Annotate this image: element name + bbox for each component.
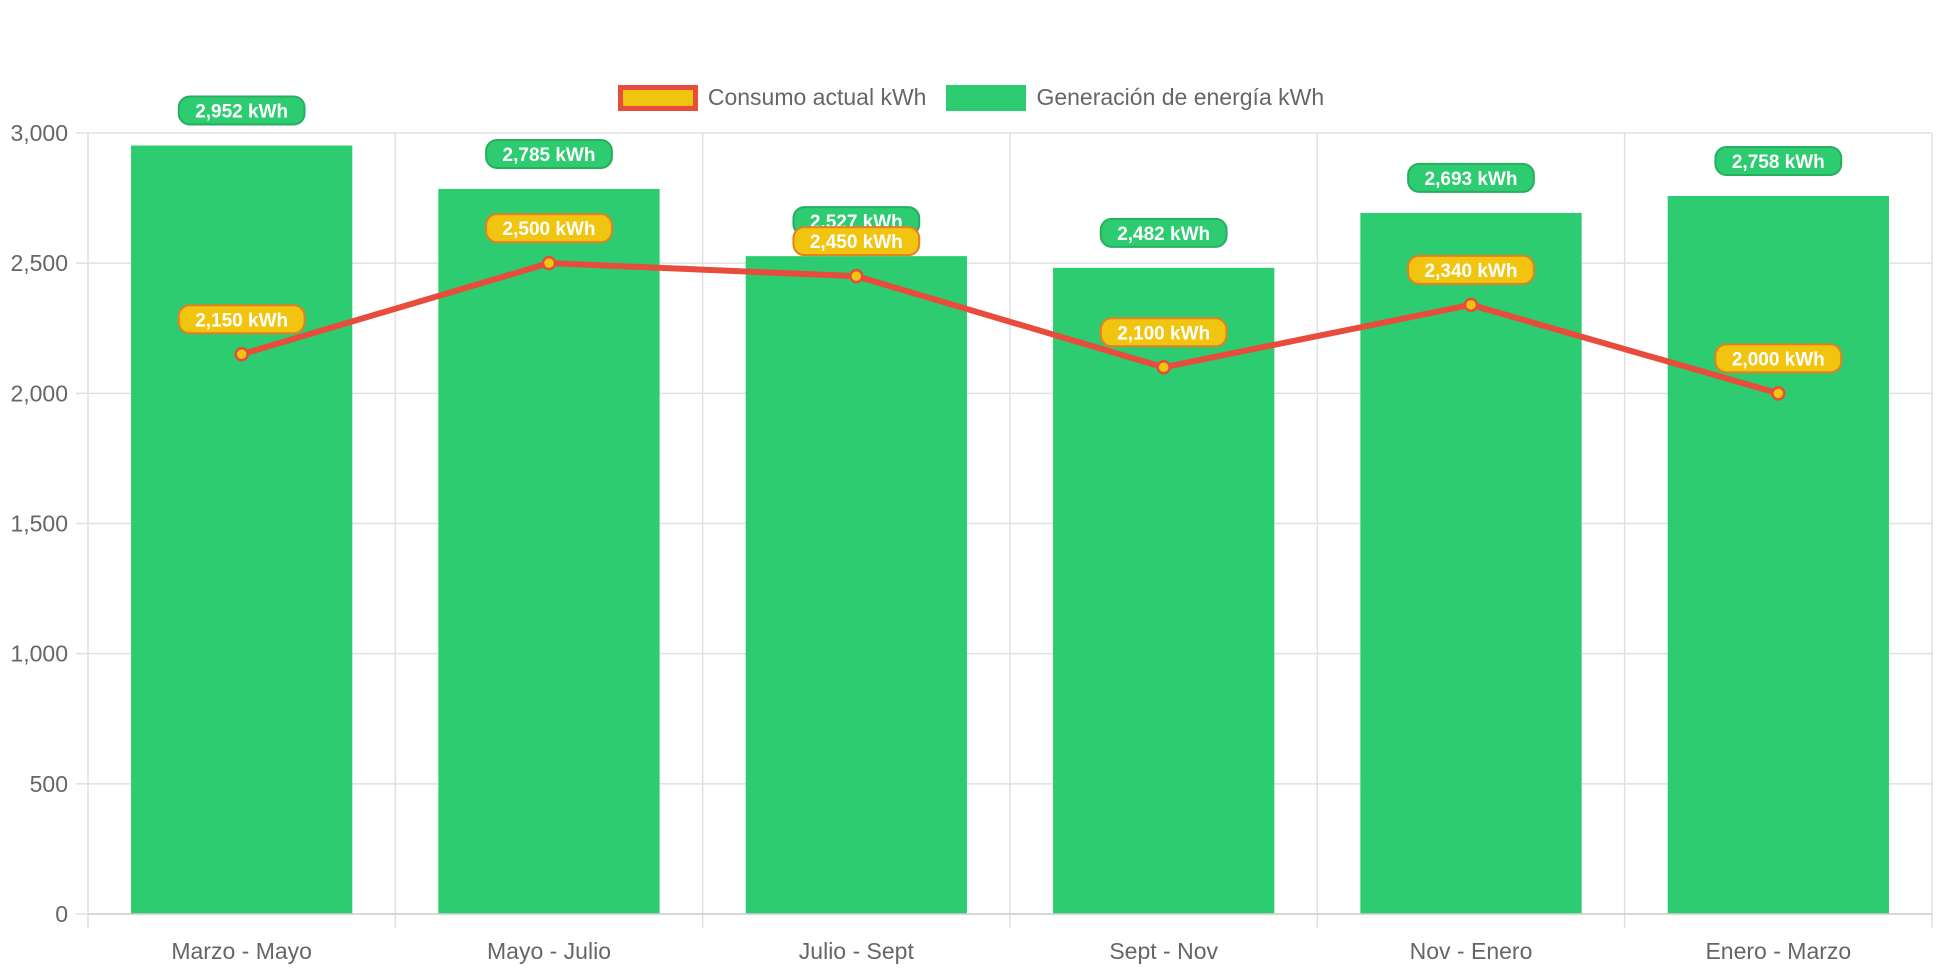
y-tick-label: 2,000 <box>10 380 68 406</box>
chart-legend: Consumo actual kWh Generación de energía… <box>0 84 1942 111</box>
data-label-consumo: 2,500 kWh <box>485 213 613 244</box>
data-label-generacion: 2,952 kWh <box>177 95 306 126</box>
data-label-consumo-bg <box>1099 317 1228 348</box>
data-label-generacion: 2,758 kWh <box>1714 146 1843 177</box>
bar-generacion <box>1360 212 1582 914</box>
point-consumo <box>234 347 249 362</box>
data-label-generacion-bg <box>1714 146 1843 177</box>
data-label-consumo-text: 2,500 kWh <box>503 219 596 240</box>
data-label-consumo-text: 2,450 kWh <box>810 232 903 253</box>
bar-generacion <box>131 145 353 915</box>
y-tick-label: 3,000 <box>10 120 68 146</box>
legend-label-generacion: Generación de energía kWh <box>1036 84 1325 110</box>
data-label-consumo-bg <box>485 213 613 244</box>
bar-generacion <box>1053 267 1275 914</box>
bar-generacion <box>745 256 967 914</box>
data-label-generacion: 2,482 kWh <box>1099 217 1228 248</box>
point-consumo <box>1463 297 1479 313</box>
point-consumo <box>849 268 864 284</box>
x-tick-label: Marzo - Mayo <box>171 938 312 964</box>
data-label-consumo-text: 2,150 kWh <box>195 310 288 331</box>
data-label-generacion-bg <box>1099 217 1228 248</box>
bar-generacion <box>1667 196 1889 914</box>
data-label-consumo-bg <box>1407 254 1535 285</box>
y-tick-label: 500 <box>30 771 68 797</box>
data-label-generacion-text: 2,952 kWh <box>195 101 288 122</box>
data-label-consumo: 2,100 kWh <box>1099 317 1228 348</box>
data-label-generacion-text: 2,758 kWh <box>1732 152 1825 173</box>
data-label-generacion-bg <box>485 138 613 169</box>
data-label-generacion: 2,693 kWh <box>1407 162 1535 193</box>
x-tick-label: Sept - Nov <box>1109 938 1218 964</box>
data-label-generacion-bg <box>177 95 306 126</box>
data-label-consumo-bg <box>792 226 921 257</box>
x-tick-label: Nov - Enero <box>1410 938 1533 964</box>
data-label-generacion-text: 2,482 kWh <box>1117 224 1210 245</box>
x-tick-label: Enero - Marzo <box>1705 938 1851 964</box>
x-tick-label: Mayo - Julio <box>487 938 611 964</box>
point-consumo <box>1156 360 1171 375</box>
point-consumo <box>541 255 557 271</box>
data-label-generacion-text: 2,785 kWh <box>503 145 596 166</box>
data-label-consumo-text: 2,000 kWh <box>1732 349 1825 370</box>
y-tick-label: 2,500 <box>10 250 68 276</box>
legend-swatch-generacion <box>946 84 1027 111</box>
data-label-consumo: 2,450 kWh <box>792 226 921 257</box>
data-label-consumo-bg <box>177 304 306 335</box>
legend-item-consumo[interactable]: Consumo actual kWh <box>617 84 927 111</box>
point-consumo <box>1771 386 1786 401</box>
y-tick-label: 1,500 <box>10 511 68 537</box>
legend-label-consumo: Consumo actual kWh <box>707 84 927 110</box>
data-label-consumo: 2,150 kWh <box>177 304 306 335</box>
data-label-consumo-text: 2,100 kWh <box>1117 323 1210 344</box>
bar-generacion <box>438 188 660 914</box>
data-label-generacion: 2,785 kWh <box>485 138 613 169</box>
data-label-consumo: 2,000 kWh <box>1714 343 1843 374</box>
data-label-generacion-bg <box>1407 162 1535 193</box>
data-label-generacion-text: 2,693 kWh <box>1425 169 1518 190</box>
y-tick-label: 1,000 <box>10 641 68 667</box>
line-consumo <box>240 260 1780 397</box>
data-label-consumo-text: 2,340 kWh <box>1425 261 1518 282</box>
legend-swatch-consumo <box>617 84 698 111</box>
data-label-consumo-bg <box>1714 343 1843 374</box>
data-label-consumo: 2,340 kWh <box>1407 254 1535 285</box>
y-tick-label: 0 <box>55 901 68 927</box>
x-tick-label: Julio - Sept <box>799 938 915 964</box>
legend-item-generacion[interactable]: Generación de energía kWh <box>946 84 1324 111</box>
